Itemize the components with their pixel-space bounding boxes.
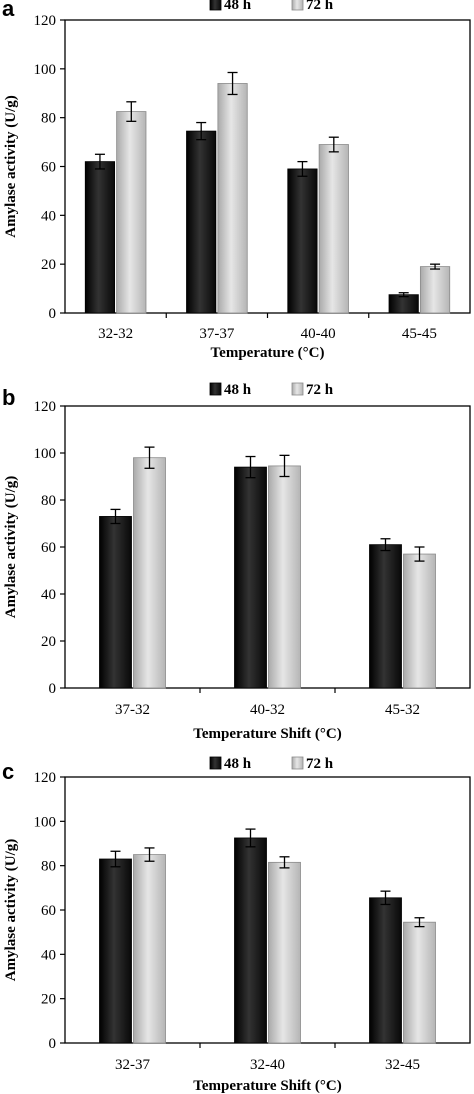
panel-a: a 0 20 40 60 80 100 120 32-32 37-37 40-40 45-45 Temp… — [2, 0, 471, 361]
legend-swatch-48h — [209, 382, 222, 396]
y-tick-label: 60 — [41, 160, 56, 176]
bar-48h-32-45 — [369, 897, 402, 1044]
legend-swatch-48h — [209, 0, 222, 11]
bar-72h-32-32 — [116, 111, 147, 314]
y-tick-label: 0 — [49, 306, 57, 322]
bar-72h-37-32 — [133, 457, 166, 689]
y-tick-label: 80 — [41, 859, 56, 875]
panel-c: c 0 20 40 60 80 100 120 32-37 32-40 32-45 Temperatu… — [2, 756, 471, 1094]
y-tick-label: 120 — [34, 770, 57, 786]
x-tick-label: 45-32 — [385, 702, 420, 718]
bar-72h-32-37 — [133, 854, 166, 1044]
panel-letter: b — [2, 385, 15, 410]
bar-72h-45-32 — [403, 553, 436, 689]
bar-48h-32-32 — [84, 161, 116, 314]
y-axis-title: Amylase activity (U/g) — [3, 839, 19, 981]
x-axis-title: Temperature Shift (°C) — [193, 726, 341, 742]
legend-label: 72 h — [306, 382, 334, 398]
y-tick-label: 100 — [34, 62, 57, 78]
panel-letter: c — [2, 759, 14, 784]
bar-72h-32-40 — [268, 861, 301, 1044]
x-tick-label: 32-37 — [115, 1057, 150, 1073]
y-tick-label: 100 — [34, 814, 57, 830]
y-tick-label: 40 — [41, 208, 56, 224]
y-tick-label: 20 — [41, 634, 56, 650]
bar-48h-45-45 — [388, 294, 419, 314]
bar-48h-37-37 — [186, 130, 217, 314]
y-tick-label: 20 — [41, 257, 56, 273]
y-tick-label: 40 — [41, 587, 56, 603]
y-tick-label: 20 — [41, 992, 56, 1008]
legend-label: 72 h — [306, 0, 334, 13]
legend-label: 48 h — [224, 0, 252, 13]
panel-letter: a — [2, 0, 15, 21]
y-axis-title: Amylase activity (U/g) — [3, 476, 19, 618]
x-axis-title: Temperature (°C) — [211, 345, 325, 361]
bar-48h-40-40 — [287, 168, 318, 314]
bar-72h-40-32 — [268, 465, 301, 689]
x-tick-label: 37-32 — [115, 702, 150, 718]
bar-72h-37-37 — [217, 83, 248, 314]
legend-swatch-48h — [209, 756, 222, 770]
x-tick-label: 32-40 — [250, 1057, 285, 1073]
bar-48h-40-32 — [234, 466, 267, 689]
bar-48h-45-32 — [369, 544, 402, 689]
bar-48h-37-32 — [99, 516, 132, 689]
legend-swatch-72h — [291, 0, 304, 11]
x-tick-label: 32-32 — [98, 326, 133, 342]
x-tick-label: 45-45 — [402, 326, 437, 342]
legend-label: 48 h — [224, 382, 252, 398]
y-tick-label: 60 — [41, 903, 56, 919]
panel-b: b 0 20 40 60 80 100 120 37-32 40-32 45-32 Temperatu… — [2, 382, 471, 742]
bar-72h-32-45 — [403, 921, 436, 1044]
bar-72h-40-40 — [318, 144, 349, 314]
legend-swatch-72h — [291, 382, 304, 396]
y-tick-label: 120 — [34, 13, 57, 29]
y-tick-label: 80 — [41, 111, 56, 127]
x-tick-label: 40-32 — [250, 702, 285, 718]
y-tick-label: 40 — [41, 947, 56, 963]
bar-48h-32-37 — [99, 858, 132, 1044]
legend-label: 72 h — [306, 756, 334, 772]
y-tick-label: 80 — [41, 493, 56, 509]
y-axis-title: Amylase activity (U/g) — [3, 95, 19, 237]
bar-72h-45-45 — [419, 266, 451, 314]
x-tick-label: 32-45 — [385, 1057, 420, 1073]
y-tick-label: 120 — [34, 399, 57, 415]
y-tick-label: 0 — [49, 681, 57, 697]
y-tick-label: 100 — [34, 446, 57, 462]
legend-swatch-72h — [291, 756, 304, 770]
x-tick-label: 37-37 — [199, 326, 234, 342]
bar-48h-32-40 — [234, 837, 267, 1044]
x-tick-label: 40-40 — [301, 326, 336, 342]
x-axis-title: Temperature Shift (°C) — [193, 1078, 341, 1094]
y-tick-label: 0 — [49, 1036, 57, 1052]
legend-label: 48 h — [224, 756, 252, 772]
y-tick-label: 60 — [41, 540, 56, 556]
